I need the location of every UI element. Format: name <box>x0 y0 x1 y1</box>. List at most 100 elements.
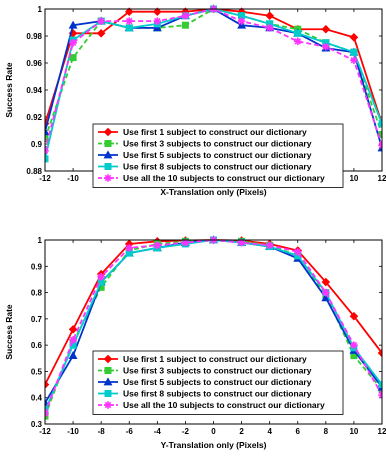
chart2-x-tick-label: 8 <box>324 427 329 436</box>
chart2-x-tick-label: 0 <box>211 427 216 436</box>
chart2-series-5-point <box>125 244 134 252</box>
chart1-x-tick-label: 12 <box>378 174 386 183</box>
star-marker-stroke <box>69 336 77 344</box>
star-marker-stroke <box>378 391 382 397</box>
star-marker-stroke <box>182 12 189 20</box>
chart2-series-1-point <box>377 348 382 358</box>
star-marker-stroke <box>125 244 133 252</box>
chart2-series-5-point <box>350 341 358 349</box>
chart2-x-tick-label: -8 <box>98 427 106 436</box>
chart1-y-tick-label: 0.92 <box>26 113 42 122</box>
chart2-x-ticks: -12 -10 -8 -6 -4 -2 0 2 4 6 8 10 12 <box>39 240 386 436</box>
star-marker-stroke <box>97 17 105 25</box>
star-marker-stroke <box>294 248 302 256</box>
chart1-y-tick-label: 1 <box>38 5 43 14</box>
chart1-series-1-point <box>124 7 134 17</box>
star-marker-stroke <box>322 289 330 296</box>
chart1-series-1-point <box>153 7 162 17</box>
star-marker-stroke <box>104 401 112 409</box>
chart1-series-3-point <box>152 23 162 32</box>
chart2-legend-entry: Use all the 10 subjects to construct our… <box>98 400 325 410</box>
chart2-series-3-point <box>68 351 78 360</box>
chart1-y-axis-label: Success Rate <box>4 62 14 118</box>
chart1-series-5-point <box>322 43 330 51</box>
chart1-legend-label: Use all the 10 subjects to construct our… <box>123 173 325 183</box>
chart2-y-tick-label: 1 <box>38 236 43 245</box>
star-marker-stroke <box>378 393 382 399</box>
chart2-x-tick-label: -10 <box>67 427 79 436</box>
star-marker-stroke <box>104 174 112 182</box>
star-marker-stroke <box>266 24 273 32</box>
star-marker-stroke <box>238 17 245 25</box>
chart2-x-tick-label: 12 <box>378 427 386 436</box>
chart1-legend-entry: Use first 8 subjects to construct our di… <box>98 162 312 172</box>
chart2-legend-entry: Use first 3 subjects to construct our di… <box>98 366 312 376</box>
chart2-x-tick-label: 2 <box>239 427 244 436</box>
chart2-series-5-point <box>97 273 105 281</box>
chart2-x-tick-label: 10 <box>349 427 358 436</box>
chart2-axes-frame <box>44 239 383 425</box>
chart2-y-tick-label: 0.6 <box>31 341 43 350</box>
chart2-x-axis-label: Y-Translation only (Pixels) <box>161 440 267 450</box>
chart1-legend-swatch-marker <box>103 150 113 159</box>
chart2-x-tick-label: -6 <box>126 427 134 436</box>
chart2-legend-swatch-marker <box>103 377 113 386</box>
chart2-series-5-point <box>378 391 382 399</box>
chart2-series-5-point <box>153 241 162 250</box>
chart1-series-5-point <box>97 17 105 25</box>
chart1-legend-label: Use first 5 subjects to construct our di… <box>123 150 312 160</box>
chart1-series-2-point <box>181 21 189 29</box>
star-marker-stroke <box>97 273 105 281</box>
chart1-legend-box <box>92 123 344 188</box>
chart1-legend-swatch-marker <box>104 163 112 170</box>
chart1-series-2-point <box>69 54 77 62</box>
star-marker-stroke <box>378 144 382 149</box>
star-marker-stroke <box>45 149 49 155</box>
chart1-series-1-point <box>349 33 359 42</box>
chart1-y-tick-label: 0.9 <box>31 140 43 149</box>
chart2-series-1-point <box>68 325 78 334</box>
chart1-x-tick-label: -10 <box>67 174 79 183</box>
chart1-legend-swatch-marker <box>104 140 112 147</box>
chart1-y-tick-label: 0.94 <box>26 86 42 95</box>
star-marker-stroke <box>154 242 161 249</box>
chart1-series-5-point <box>181 11 190 20</box>
chart2-y-tick-label: 0.8 <box>31 289 43 298</box>
chart2-y-axis-label: Success Rate <box>4 304 14 360</box>
chart2-y-tick-label: 0.7 <box>31 315 43 324</box>
x-translation-chart: -12-10-8-6-4-20246810120.880.90.920.940.… <box>4 4 386 197</box>
chart2-series-5-point <box>293 248 302 256</box>
chart1-series-4-point <box>125 24 133 32</box>
star-marker-stroke <box>350 341 358 349</box>
chart1-legend: Use first 1 subject to construct our dic… <box>92 123 344 188</box>
chart1-series-5-point <box>378 141 382 150</box>
chart2-legend-label: Use first 3 subjects to construct our di… <box>123 366 312 376</box>
chart1-series-1-point <box>265 11 274 21</box>
star-marker-stroke <box>45 412 49 417</box>
chart2-x-tick-label: 6 <box>296 427 301 436</box>
chart1-series-5-point <box>125 17 134 25</box>
chart1-series-5-point <box>69 38 77 47</box>
chart2-series-1-point <box>349 311 359 321</box>
chart1-x-axis-label: X-Translation only (Pixels) <box>160 187 266 197</box>
chart2-y-tick-label: 0.9 <box>31 262 43 271</box>
star-marker-stroke <box>378 142 382 147</box>
chart2-legend-swatch-marker <box>104 367 112 374</box>
star-marker-stroke <box>294 38 302 45</box>
chart1-y-tick-label: 0.98 <box>26 32 42 41</box>
chart1-series-5-point <box>237 17 246 25</box>
chart2-legend-swatch-marker <box>103 354 113 364</box>
chart1-series-5-point <box>45 146 49 155</box>
chart2-series-5-point <box>322 288 330 297</box>
chart1-legend-label: Use first 3 subjects to construct our di… <box>123 139 312 149</box>
chart2-series-4-point <box>378 381 382 389</box>
chart1-legend-label: Use first 1 subject to construct our dic… <box>123 127 307 137</box>
star-marker-stroke <box>238 239 245 246</box>
chart1-series-group <box>45 4 382 163</box>
y-translation-chart: -12 -10 -8 -6 -4 -2 0 2 4 6 8 10 12 0.3 0.4 0.5 0.6 0.7 0.… <box>4 235 386 450</box>
chart2-series-5-point <box>265 241 274 250</box>
chart1-legend-label: Use first 8 subjects to construct our di… <box>123 162 312 172</box>
star-marker-stroke <box>69 39 77 47</box>
chart2-y-tick-label: 0.5 <box>31 367 43 376</box>
